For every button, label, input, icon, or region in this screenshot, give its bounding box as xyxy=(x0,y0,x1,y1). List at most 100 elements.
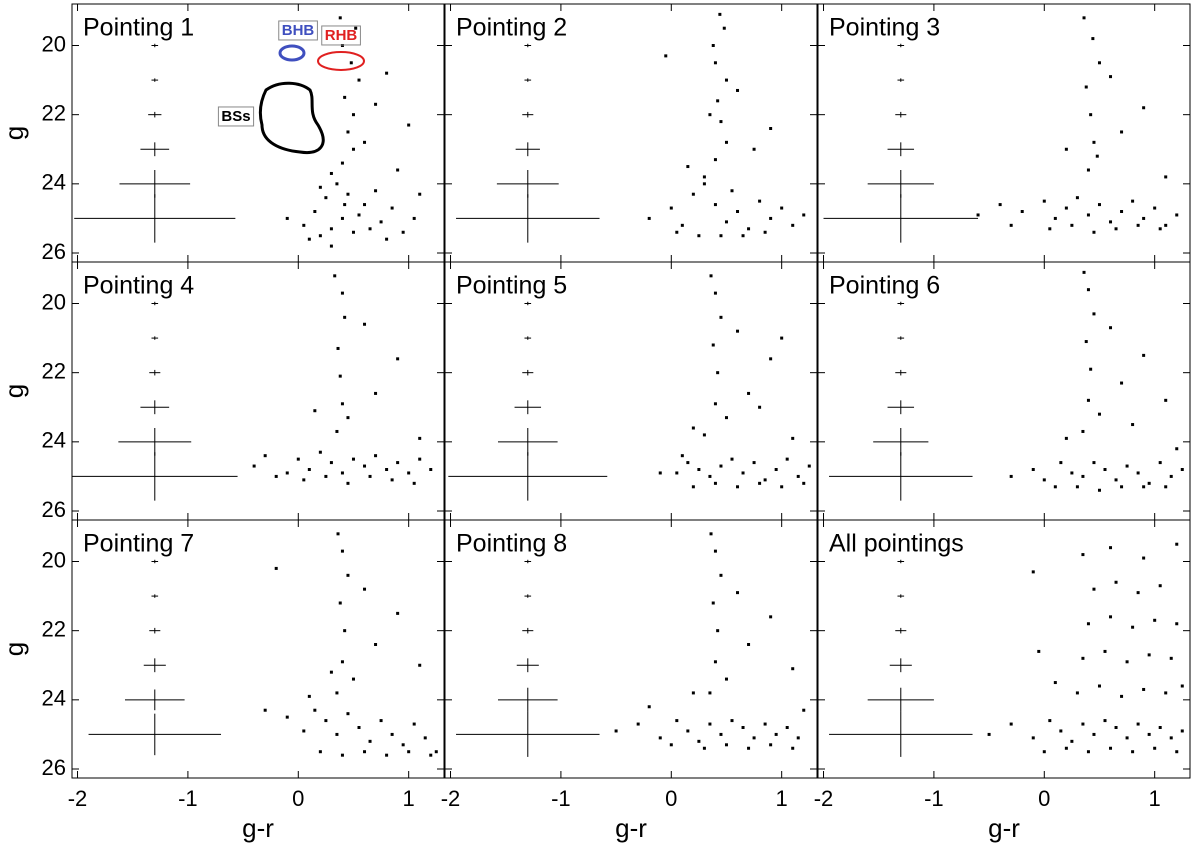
star-point xyxy=(285,471,289,475)
star-point xyxy=(1009,474,1013,478)
star-point xyxy=(338,601,342,605)
y-tick-label: 22 xyxy=(42,100,66,125)
star-point xyxy=(796,736,800,740)
star-point xyxy=(691,426,695,430)
x-axis-label: g-r xyxy=(988,813,1020,843)
star-point xyxy=(1131,423,1135,427)
star-point xyxy=(1092,587,1096,591)
star-point xyxy=(1175,542,1179,546)
star-point xyxy=(686,461,690,465)
star-point xyxy=(396,461,400,465)
star-point xyxy=(1086,288,1090,292)
star-point xyxy=(658,736,662,740)
star-point xyxy=(647,216,651,220)
star-point xyxy=(736,329,740,333)
bhb-region xyxy=(278,44,306,62)
star-point xyxy=(702,746,706,750)
star-point xyxy=(346,712,350,716)
annotation-box xyxy=(278,20,318,41)
star-point xyxy=(719,464,723,468)
star-point xyxy=(702,433,706,437)
star-point xyxy=(713,291,717,295)
star-point xyxy=(1097,684,1101,688)
star-point xyxy=(741,726,745,730)
star-point xyxy=(719,120,723,124)
star-point xyxy=(324,719,328,723)
y-tick-label: 26 xyxy=(42,497,66,522)
star-point xyxy=(736,591,740,595)
star-point xyxy=(313,708,317,712)
star-point xyxy=(769,216,773,220)
star-point xyxy=(1175,447,1179,451)
star-point xyxy=(708,691,712,695)
star-point xyxy=(385,237,389,241)
plot-frame xyxy=(444,519,818,779)
star-point xyxy=(1180,684,1184,688)
star-point xyxy=(1180,468,1184,472)
star-point xyxy=(1031,468,1035,472)
x-tick-label: -2 xyxy=(68,786,88,811)
star-point xyxy=(769,357,773,361)
star-point xyxy=(1042,199,1046,203)
annotation: BSs xyxy=(221,108,250,125)
star-point xyxy=(1131,625,1135,629)
star-point xyxy=(1082,16,1086,20)
star-point xyxy=(785,457,789,461)
star-point xyxy=(1109,326,1113,330)
star-point xyxy=(307,694,311,698)
star-point xyxy=(390,478,394,482)
star-point xyxy=(1064,746,1068,750)
star-point xyxy=(802,708,806,712)
star-point xyxy=(1120,485,1124,489)
star-point xyxy=(711,44,715,48)
star-point xyxy=(318,450,322,454)
star-point xyxy=(357,726,361,730)
star-point xyxy=(708,722,712,726)
star-point xyxy=(346,130,350,134)
star-point xyxy=(1082,270,1086,274)
star-point xyxy=(1136,591,1140,595)
star-point xyxy=(791,436,795,440)
star-point xyxy=(708,474,712,478)
star-point xyxy=(747,391,751,395)
star-point xyxy=(976,213,980,217)
star-point xyxy=(785,726,789,730)
star-point xyxy=(747,746,751,750)
star-point xyxy=(1109,220,1113,224)
star-point xyxy=(1120,694,1124,698)
star-point xyxy=(396,611,400,615)
star-point xyxy=(1147,481,1151,485)
star-point xyxy=(374,391,378,395)
panel-title: Pointing 2 xyxy=(456,14,567,42)
star-point xyxy=(1031,570,1035,574)
star-point xyxy=(1064,436,1068,440)
star-point xyxy=(730,719,734,723)
star-point xyxy=(363,464,367,468)
star-point xyxy=(1009,722,1013,726)
star-point xyxy=(363,750,367,754)
annotation: BHB xyxy=(282,22,315,39)
star-point xyxy=(1042,750,1046,754)
plot-frame xyxy=(71,261,445,521)
plot-frame xyxy=(71,3,445,263)
star-point xyxy=(1064,206,1068,210)
panel-title: Pointing 1 xyxy=(83,14,194,42)
star-point xyxy=(407,123,411,127)
star-point xyxy=(1125,660,1129,664)
star-point xyxy=(1169,736,1173,740)
star-point xyxy=(1086,213,1090,217)
y-tick-label: 26 xyxy=(42,239,66,264)
x-tick-label: 1 xyxy=(1149,786,1161,811)
star-point xyxy=(709,532,713,536)
star-point xyxy=(1164,223,1168,227)
star-point xyxy=(357,213,361,217)
star-point xyxy=(716,629,720,633)
star-point xyxy=(691,192,695,196)
star-point xyxy=(1092,461,1096,465)
star-point xyxy=(329,670,333,674)
star-point xyxy=(1175,622,1179,626)
star-point xyxy=(719,315,723,319)
star-point xyxy=(1020,210,1024,214)
star-point xyxy=(1164,485,1168,489)
